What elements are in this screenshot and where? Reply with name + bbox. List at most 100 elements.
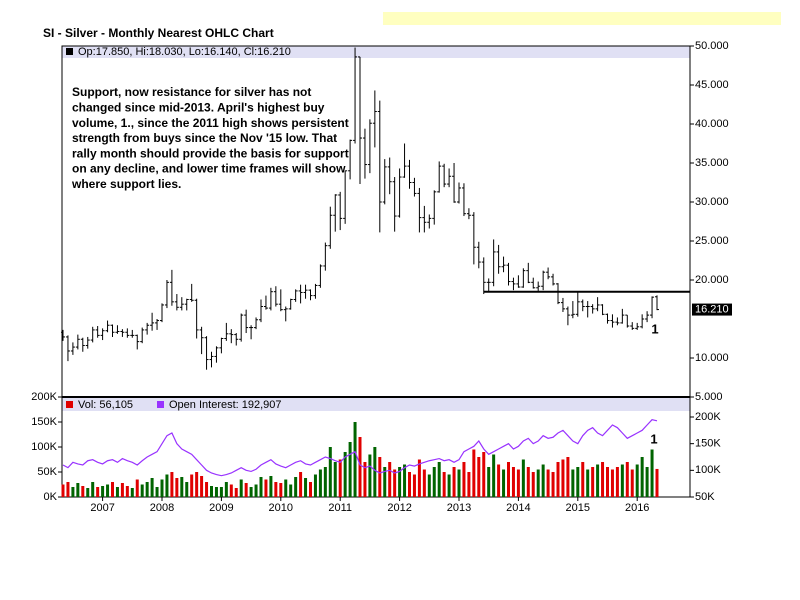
volume-bar xyxy=(378,457,382,497)
volume-bar xyxy=(289,484,293,497)
oi-legend: Open Interest: 192,907 xyxy=(169,399,282,411)
annotation: rally month should provide the basis for… xyxy=(72,146,349,160)
volume-bar xyxy=(264,479,268,497)
volume-bar xyxy=(81,486,85,497)
volume-bar xyxy=(66,482,70,497)
volume-bar xyxy=(427,474,431,497)
volume-bar xyxy=(304,478,308,497)
volume-bar xyxy=(467,472,471,497)
volume-bar xyxy=(106,484,110,497)
volume-legend: Vol: 56,105 xyxy=(78,399,133,411)
x-tick-label: 2010 xyxy=(269,502,293,514)
volume-bar xyxy=(610,469,614,497)
volume-bar xyxy=(398,467,402,497)
last-price-box xyxy=(692,303,732,316)
volume-bar xyxy=(521,459,525,497)
volume-bar xyxy=(170,472,174,497)
volume-bar xyxy=(502,469,506,497)
volume-bar xyxy=(576,467,580,497)
y-tick-label: 50.000 xyxy=(695,40,729,52)
volume-bar xyxy=(601,462,605,497)
volume-bar xyxy=(234,488,238,497)
volume-bar xyxy=(343,452,347,497)
volume-bar xyxy=(219,487,223,497)
volume-bar xyxy=(279,483,283,497)
annotation: on any decline, and lower time frames wi… xyxy=(72,162,346,176)
volume-tick-label: 150K xyxy=(31,416,57,428)
volume-bar xyxy=(244,483,248,497)
volume-bar xyxy=(249,487,253,497)
volume-bar xyxy=(507,462,510,497)
volume-bar xyxy=(180,477,184,497)
volume-bar xyxy=(348,442,352,497)
volume-bar xyxy=(101,486,105,497)
volume-bar xyxy=(254,484,258,497)
volume-bar xyxy=(269,476,273,497)
volume-bar xyxy=(497,464,501,497)
volume-bar xyxy=(408,472,411,497)
volume-bar xyxy=(566,457,570,497)
y-tick-label: 30.000 xyxy=(695,196,729,208)
volume-bar xyxy=(120,483,124,497)
volume-bar xyxy=(145,482,149,497)
volume-bar xyxy=(363,462,367,497)
volume-bar xyxy=(606,467,609,497)
volume-bar xyxy=(551,472,555,497)
y-tick-label: 10.000 xyxy=(695,352,729,364)
volume-bar xyxy=(591,467,595,497)
volume-bar xyxy=(546,469,550,497)
volume-bar xyxy=(86,488,90,497)
volume-bar xyxy=(373,447,377,497)
volume-bar xyxy=(353,422,357,497)
volume-bar xyxy=(556,462,560,497)
last-price-label: 16.210 xyxy=(695,303,729,315)
volume-bar xyxy=(482,452,486,497)
volume-bar xyxy=(200,476,204,497)
volume-bar xyxy=(229,484,233,497)
annotation: Support, now resistance for silver has n… xyxy=(72,85,311,99)
info-strip xyxy=(62,46,690,58)
oi-legend-swatch xyxy=(157,401,164,408)
volume-bar xyxy=(422,469,426,497)
volume-strip xyxy=(62,398,690,411)
volume-bar xyxy=(125,486,129,497)
volume-bar xyxy=(175,478,179,497)
volume-bar xyxy=(417,459,421,497)
volume-bar xyxy=(294,477,298,497)
info-text: Op:17.850, Hi:18.030, Lo:16.140, Cl:16.2… xyxy=(78,46,291,58)
volume-bar xyxy=(403,464,407,497)
volume-bar xyxy=(541,464,545,497)
volume-bar xyxy=(625,462,629,497)
volume-bar xyxy=(205,482,209,497)
volume-bar xyxy=(61,484,65,497)
volume-bar xyxy=(185,482,189,497)
volume-bar xyxy=(432,467,436,497)
volume-bar xyxy=(328,447,332,497)
volume-bar xyxy=(492,454,496,497)
annotation: changed since mid-2013. April's highest … xyxy=(72,100,325,114)
volume-bar xyxy=(165,474,169,497)
y-tick-label: 20.000 xyxy=(695,274,729,286)
volume-bar xyxy=(71,487,75,497)
volume-bar xyxy=(309,482,312,497)
volume-bar xyxy=(214,487,218,497)
volume-bar xyxy=(581,462,585,497)
volume-bar xyxy=(96,487,100,497)
volume-bar xyxy=(388,462,392,497)
volume-bar xyxy=(358,437,362,497)
y-tick-label: 5.000 xyxy=(695,391,723,403)
volume-bar xyxy=(477,457,481,497)
volume-bar xyxy=(155,487,159,497)
volume-bar xyxy=(274,482,278,497)
volume-legend-swatch xyxy=(66,401,73,408)
price-marker: 1 xyxy=(651,321,658,336)
volume-bar xyxy=(457,469,461,497)
volume-bar xyxy=(526,467,530,497)
x-tick-label: 2016 xyxy=(625,502,649,514)
volume-bar xyxy=(368,454,372,497)
volume-bar xyxy=(412,474,416,497)
oi-tick-label: 100K xyxy=(695,464,721,476)
volume-tick-label: 0K xyxy=(44,491,58,503)
volume-bar xyxy=(383,467,387,497)
volume-bar xyxy=(447,474,451,497)
